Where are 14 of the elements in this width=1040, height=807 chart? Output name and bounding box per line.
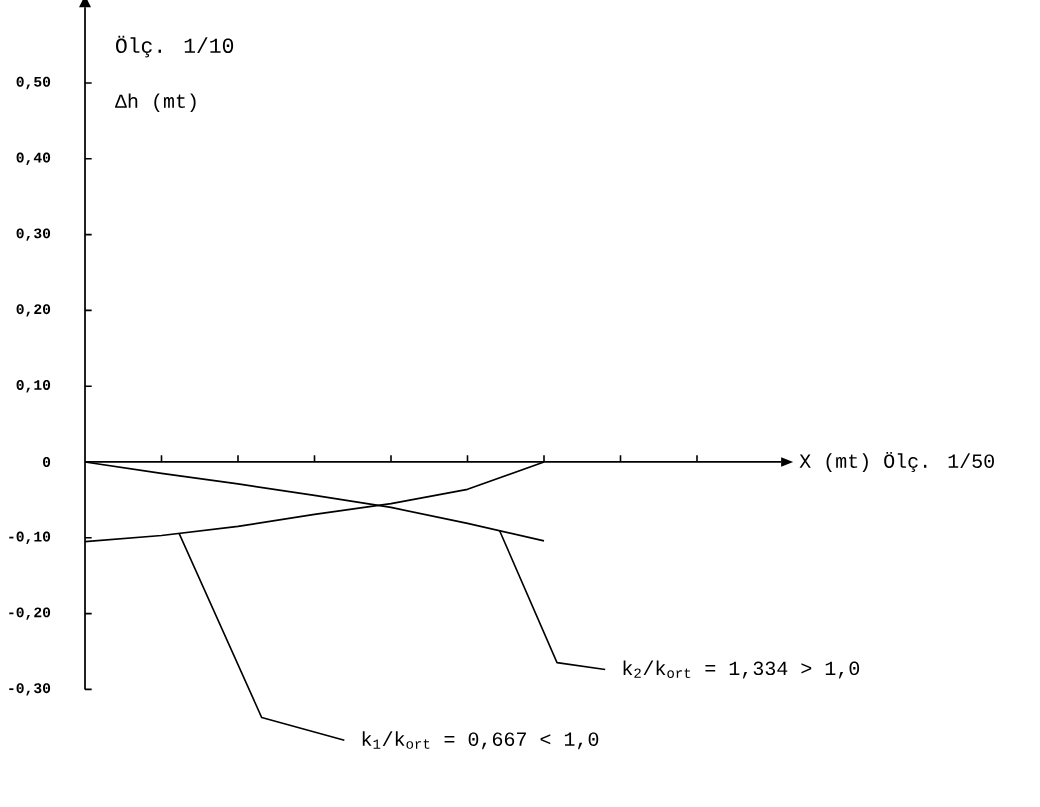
x-axis-title: X (mt) Ölç. 1/50 [799,451,994,473]
annotation: k$_{2}$/k$_{ort}$ = 1,334 > 1,0 [623,660,860,679]
y-tick-label: 0,30 [16,228,51,241]
y-tick-label: 0,50 [16,76,51,90]
text: k$_{1}$/k$_{ort}$ = 0,667 < 1,0 [362,731,599,750]
y-tick-label: 0,40 [16,152,51,165]
y-axis-title: Δh (mt) [115,93,196,113]
y-tick-label: 0,20 [16,304,51,317]
annotation: Ölç. 1/10 [116,35,234,58]
y-tick-label: -0,30 [9,683,51,696]
y-tick-label: -0,10 [9,531,51,544]
y-tick-label: -0,20 [9,607,51,620]
y-tick-label: 0 [43,457,51,467]
y-tick-label: 0,10 [16,379,51,393]
